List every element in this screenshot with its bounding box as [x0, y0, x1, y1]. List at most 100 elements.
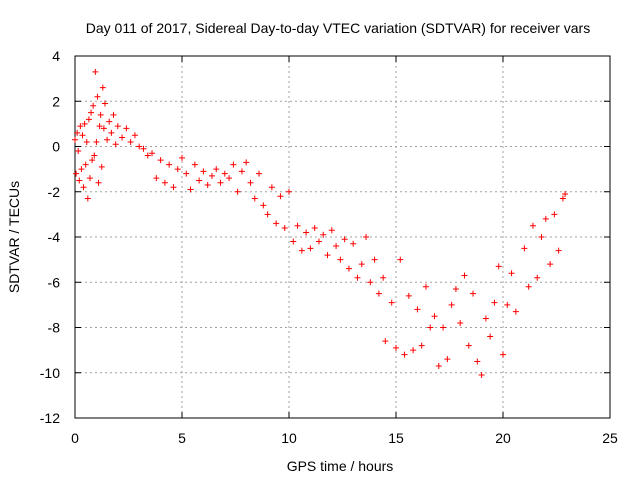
- data-point: [371, 256, 378, 263]
- data-point: [94, 93, 101, 100]
- y-tick-label: -8: [48, 320, 61, 336]
- data-point: [414, 306, 421, 313]
- data-point: [98, 163, 105, 170]
- x-tick-label: 20: [495, 430, 511, 446]
- data-point: [217, 179, 224, 186]
- data-point: [448, 301, 455, 308]
- data-point: [73, 170, 80, 177]
- data-point: [86, 175, 93, 182]
- data-point: [508, 270, 515, 277]
- data-point: [444, 356, 451, 363]
- data-point: [179, 154, 185, 161]
- data-point: [547, 261, 554, 268]
- data-point: [153, 175, 160, 182]
- data-point: [474, 358, 481, 365]
- data-point: [81, 120, 88, 127]
- data-point: [200, 168, 207, 175]
- data-point: [74, 129, 81, 136]
- y-tick-label: 0: [52, 139, 60, 155]
- data-point: [354, 274, 361, 281]
- chart-title: Day 011 of 2017, Sidereal Day-to-day VTE…: [86, 20, 590, 36]
- y-tick-label: -4: [48, 229, 61, 245]
- x-tick-label: 15: [388, 430, 404, 446]
- data-point: [478, 372, 485, 379]
- data-point: [85, 116, 92, 123]
- data-point: [410, 347, 417, 354]
- data-point: [166, 161, 173, 168]
- data-point: [268, 184, 275, 191]
- data-point: [559, 195, 566, 202]
- data-point: [108, 129, 115, 136]
- data-point: [187, 186, 194, 193]
- data-point: [79, 132, 86, 139]
- data-point: [170, 184, 177, 191]
- data-points: [72, 68, 569, 379]
- data-point: [290, 238, 297, 245]
- data-point: [196, 177, 203, 184]
- data-point: [213, 166, 220, 173]
- data-point: [161, 179, 168, 186]
- data-point: [512, 308, 519, 315]
- x-tick-label: 25: [602, 430, 618, 446]
- data-point: [221, 170, 228, 177]
- data-point: [482, 315, 489, 322]
- data-point: [555, 247, 562, 254]
- x-tick-label: 5: [178, 430, 186, 446]
- data-point: [277, 193, 284, 200]
- data-point: [104, 136, 111, 143]
- data-point: [77, 123, 84, 130]
- y-axis-label: SDTVAR / TECUs: [6, 181, 22, 293]
- data-point: [260, 202, 267, 209]
- data-point: [136, 143, 143, 150]
- data-point: [84, 195, 91, 202]
- data-point: [525, 283, 532, 290]
- data-point: [500, 351, 506, 358]
- data-point: [99, 84, 106, 91]
- data-point: [230, 161, 237, 168]
- data-point: [131, 132, 138, 139]
- data-point: [243, 159, 250, 166]
- data-point: [127, 138, 134, 145]
- data-point: [100, 125, 107, 132]
- data-point: [333, 243, 340, 250]
- data-point: [358, 261, 365, 268]
- data-point: [191, 161, 198, 168]
- y-tick-label: -6: [48, 274, 61, 290]
- data-point: [89, 157, 96, 164]
- data-point: [149, 150, 156, 157]
- data-point: [311, 224, 318, 231]
- data-point: [256, 170, 263, 177]
- data-point: [363, 234, 370, 240]
- data-point: [83, 138, 90, 145]
- grid-lines: [75, 56, 610, 418]
- y-tick-label: -10: [40, 365, 60, 381]
- data-point: [418, 342, 425, 349]
- data-point: [487, 333, 494, 340]
- data-point: [174, 166, 181, 173]
- data-point: [247, 179, 254, 186]
- data-point: [388, 299, 395, 306]
- data-point: [375, 290, 382, 297]
- data-point: [273, 220, 280, 227]
- data-point: [78, 166, 85, 173]
- x-axis-label: GPS time / hours: [287, 458, 394, 474]
- data-point: [551, 211, 558, 218]
- data-point: [380, 274, 387, 281]
- data-point: [393, 344, 399, 351]
- data-point: [303, 229, 310, 236]
- data-point: [92, 68, 99, 75]
- x-tick-label: 0: [71, 430, 79, 446]
- data-point: [542, 215, 549, 222]
- data-point: [491, 299, 498, 306]
- data-point: [76, 177, 83, 184]
- data-point: [157, 157, 164, 164]
- data-point: [286, 188, 292, 195]
- data-point: [452, 286, 459, 293]
- data-point: [82, 161, 89, 168]
- data-point: [234, 188, 241, 195]
- data-point: [95, 179, 102, 186]
- y-tick-label: 2: [52, 93, 60, 109]
- data-point: [226, 175, 233, 182]
- data-point: [367, 279, 374, 286]
- data-point: [96, 123, 103, 130]
